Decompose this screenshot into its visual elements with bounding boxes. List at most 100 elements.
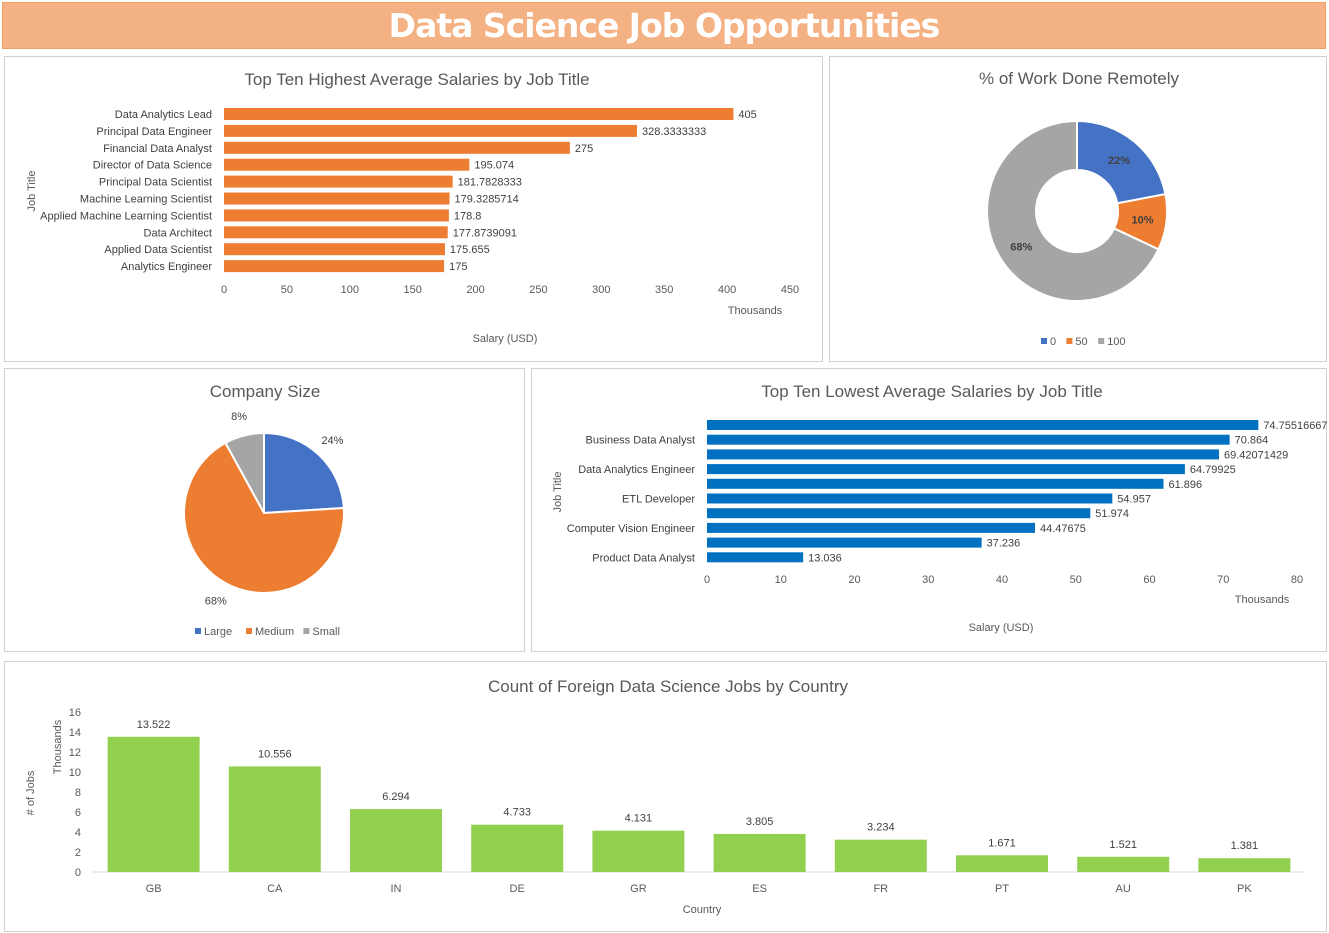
x-tick-label: 200 [466, 284, 484, 296]
data-label: 179.3285714 [455, 194, 519, 206]
company-size-panel: Company Size 24% 68% 8% Large Medium Small [4, 368, 525, 652]
y-tick-label: 10 [69, 767, 81, 779]
data-label: 181.7828333 [458, 177, 522, 189]
bar [707, 420, 1259, 430]
y-tick-label: 2 [75, 847, 81, 859]
bar [707, 449, 1219, 460]
legend-swatch [303, 628, 310, 634]
company-size-chart: Company Size 24% 68% 8% Large Medium Small [183, 382, 345, 638]
x-axis-unit-label: Thousands [728, 305, 783, 317]
data-label: 195.074 [474, 160, 514, 172]
data-label: 6.294 [382, 791, 410, 803]
category-label: Business Data Analyst [586, 435, 695, 447]
bar [471, 824, 564, 872]
bar [224, 209, 449, 222]
pie-slice [183, 441, 345, 594]
x-tick-label: 80 [1291, 574, 1303, 586]
x-tick-label: 450 [781, 284, 799, 296]
bar [834, 839, 927, 872]
legend-label: Large [204, 626, 232, 638]
highest-salaries-chart: Top Ten Highest Average Salaries by Job … [26, 70, 799, 345]
lowest-salaries-panel: Top Ten Lowest Average Salaries by Job T… [531, 368, 1328, 652]
x-tick-label: 0 [704, 574, 710, 586]
country-jobs-chart: Count of Foreign Data Science Jobs by Co… [25, 677, 1305, 916]
data-label: 70.864 [1235, 435, 1269, 447]
dashboard-banner: Data Science Job Opportunities [2, 2, 1326, 49]
bar [224, 260, 445, 273]
data-label: 3.234 [867, 822, 895, 834]
x-tick-label: 400 [718, 284, 736, 296]
category-label: Machine Learning Scientist [80, 194, 212, 206]
bar [592, 830, 685, 872]
data-label: 177.8739091 [453, 227, 517, 239]
slice-label: 68% [1010, 241, 1032, 253]
y-axis-unit-label: Thousands [52, 719, 64, 774]
bar [224, 124, 637, 137]
category-label: Financial Data Analyst [103, 143, 212, 155]
highest-salaries-panel: Top Ten Highest Average Salaries by Job … [4, 56, 823, 362]
remote-work-chart: % of Work Done Remotely 22% 10% 68% 0 50 100 [979, 69, 1179, 348]
bar [707, 522, 1036, 533]
x-axis-title: Salary (USD) [969, 622, 1034, 634]
x-tick-label: 350 [655, 284, 673, 296]
x-tick-label: 60 [1143, 574, 1155, 586]
data-label: 69.42071429 [1224, 449, 1288, 461]
category-label: Principal Data Scientist [99, 177, 212, 189]
pie-slice [986, 119, 1160, 302]
chart-title: Top Ten Lowest Average Salaries by Job T… [761, 382, 1102, 401]
y-tick-label: 16 [69, 707, 81, 719]
bar [350, 809, 442, 872]
y-tick-label: 4 [75, 827, 81, 839]
x-tick-label: 50 [281, 284, 293, 296]
legend-swatch [1066, 338, 1073, 344]
data-label: 1.521 [1109, 839, 1137, 851]
data-label: 13.036 [808, 552, 842, 564]
category-label: Data Analytics Lead [115, 109, 212, 121]
slice-label: 8% [231, 411, 247, 423]
category-label: Director of Data Science [93, 160, 212, 172]
category-label: DE [510, 883, 525, 895]
data-label: 51.974 [1095, 508, 1129, 520]
category-label: GR [630, 883, 647, 895]
bar [224, 108, 734, 120]
category-label: AU [1116, 883, 1131, 895]
category-label: ES [752, 883, 767, 895]
bar [224, 226, 448, 239]
bar [1198, 858, 1291, 872]
data-label: 44.47675 [1040, 523, 1086, 535]
data-label: 275 [575, 143, 593, 155]
x-tick-label: 10 [775, 574, 787, 586]
y-tick-label: 8 [75, 787, 81, 799]
category-label: ETL Developer [622, 494, 695, 506]
category-label: Analytics Engineer [121, 261, 212, 273]
bar [956, 855, 1048, 872]
data-label: 175 [449, 261, 467, 273]
x-tick-label: 0 [221, 284, 227, 296]
x-tick-label: 50 [1070, 574, 1082, 586]
data-label: 4.733 [503, 807, 531, 819]
category-label: Applied Machine Learning Scientist [40, 210, 212, 222]
bar [707, 493, 1113, 504]
chart-title: Count of Foreign Data Science Jobs by Co… [488, 677, 849, 696]
y-tick-label: 12 [69, 747, 81, 759]
bar [707, 508, 1091, 519]
legend-swatch [195, 628, 201, 634]
country-jobs-panel: Count of Foreign Data Science Jobs by Co… [4, 661, 1327, 932]
bar [107, 736, 200, 872]
data-label: 10.556 [258, 748, 292, 760]
data-label: 61.896 [1168, 479, 1202, 491]
bar [224, 141, 570, 154]
x-tick-label: 70 [1217, 574, 1229, 586]
legend-label: Medium [255, 626, 294, 638]
x-tick-label: 30 [922, 574, 934, 586]
legend-label: 50 [1075, 336, 1087, 348]
x-tick-label: 100 [341, 284, 359, 296]
category-label: Applied Data Scientist [104, 244, 212, 256]
category-label: GB [146, 883, 162, 895]
x-tick-label: 250 [529, 284, 547, 296]
data-label: 54.957 [1117, 494, 1151, 506]
category-label: FR [873, 883, 888, 895]
bar [228, 766, 321, 872]
y-tick-label: 0 [75, 867, 81, 879]
bar [224, 192, 450, 205]
